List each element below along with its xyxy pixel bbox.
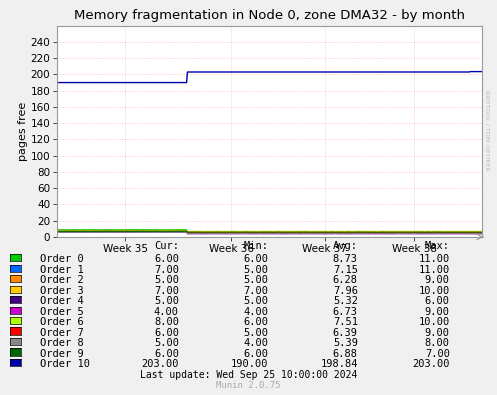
Text: Order 8: Order 8 bbox=[40, 338, 83, 348]
Text: Order 1: Order 1 bbox=[40, 265, 83, 275]
Text: 6.00: 6.00 bbox=[244, 317, 268, 327]
Text: 11.00: 11.00 bbox=[418, 265, 450, 275]
Text: 7.00: 7.00 bbox=[154, 286, 179, 296]
Text: 5.32: 5.32 bbox=[333, 296, 358, 306]
Text: Cur:: Cur: bbox=[154, 241, 179, 251]
Text: 7.51: 7.51 bbox=[333, 317, 358, 327]
Text: 6.73: 6.73 bbox=[333, 307, 358, 317]
Text: 5.00: 5.00 bbox=[154, 338, 179, 348]
Text: 10.00: 10.00 bbox=[418, 317, 450, 327]
Text: 7.00: 7.00 bbox=[244, 286, 268, 296]
Text: 8.73: 8.73 bbox=[333, 254, 358, 264]
Title: Memory fragmentation in Node 0, zone DMA32 - by month: Memory fragmentation in Node 0, zone DMA… bbox=[74, 9, 465, 22]
Text: 5.00: 5.00 bbox=[244, 265, 268, 275]
Text: Order 6: Order 6 bbox=[40, 317, 83, 327]
Text: 5.39: 5.39 bbox=[333, 338, 358, 348]
Text: Order 7: Order 7 bbox=[40, 327, 83, 338]
Text: Last update: Wed Sep 25 10:00:00 2024: Last update: Wed Sep 25 10:00:00 2024 bbox=[140, 370, 357, 380]
Text: 5.00: 5.00 bbox=[154, 296, 179, 306]
Text: Munin 2.0.75: Munin 2.0.75 bbox=[216, 381, 281, 390]
Text: Order 3: Order 3 bbox=[40, 286, 83, 296]
Text: 9.00: 9.00 bbox=[425, 275, 450, 285]
Text: 9.00: 9.00 bbox=[425, 327, 450, 338]
Text: Order 10: Order 10 bbox=[40, 359, 90, 369]
Text: Min:: Min: bbox=[244, 241, 268, 251]
Text: 8.00: 8.00 bbox=[154, 317, 179, 327]
Y-axis label: pages free: pages free bbox=[18, 102, 28, 161]
Text: 203.00: 203.00 bbox=[142, 359, 179, 369]
Text: 6.00: 6.00 bbox=[154, 254, 179, 264]
Text: Order 9: Order 9 bbox=[40, 348, 83, 359]
Text: 6.88: 6.88 bbox=[333, 348, 358, 359]
Text: 7.96: 7.96 bbox=[333, 286, 358, 296]
Text: Avg:: Avg: bbox=[333, 241, 358, 251]
Text: 11.00: 11.00 bbox=[418, 254, 450, 264]
Text: Order 4: Order 4 bbox=[40, 296, 83, 306]
Text: 5.00: 5.00 bbox=[154, 275, 179, 285]
Text: RRDTOOL / TOBI OETIKER: RRDTOOL / TOBI OETIKER bbox=[485, 90, 490, 171]
Text: 6.00: 6.00 bbox=[154, 327, 179, 338]
Text: 6.39: 6.39 bbox=[333, 327, 358, 338]
Text: Order 5: Order 5 bbox=[40, 307, 83, 317]
Text: 6.00: 6.00 bbox=[244, 348, 268, 359]
Text: 6.00: 6.00 bbox=[425, 296, 450, 306]
Text: 6.28: 6.28 bbox=[333, 275, 358, 285]
Text: 4.00: 4.00 bbox=[154, 307, 179, 317]
Text: 5.00: 5.00 bbox=[244, 296, 268, 306]
Text: 10.00: 10.00 bbox=[418, 286, 450, 296]
Text: 198.84: 198.84 bbox=[321, 359, 358, 369]
Text: 4.00: 4.00 bbox=[244, 307, 268, 317]
Text: 5.00: 5.00 bbox=[244, 327, 268, 338]
Text: 5.00: 5.00 bbox=[244, 275, 268, 285]
Text: 6.00: 6.00 bbox=[244, 254, 268, 264]
Text: 7.00: 7.00 bbox=[154, 265, 179, 275]
Text: 7.00: 7.00 bbox=[425, 348, 450, 359]
Text: Order 2: Order 2 bbox=[40, 275, 83, 285]
Text: Order 0: Order 0 bbox=[40, 254, 83, 264]
Text: 190.00: 190.00 bbox=[231, 359, 268, 369]
Text: 6.00: 6.00 bbox=[154, 348, 179, 359]
Text: 7.15: 7.15 bbox=[333, 265, 358, 275]
Text: 203.00: 203.00 bbox=[413, 359, 450, 369]
Text: 8.00: 8.00 bbox=[425, 338, 450, 348]
Text: 9.00: 9.00 bbox=[425, 307, 450, 317]
Text: 4.00: 4.00 bbox=[244, 338, 268, 348]
Text: Max:: Max: bbox=[425, 241, 450, 251]
